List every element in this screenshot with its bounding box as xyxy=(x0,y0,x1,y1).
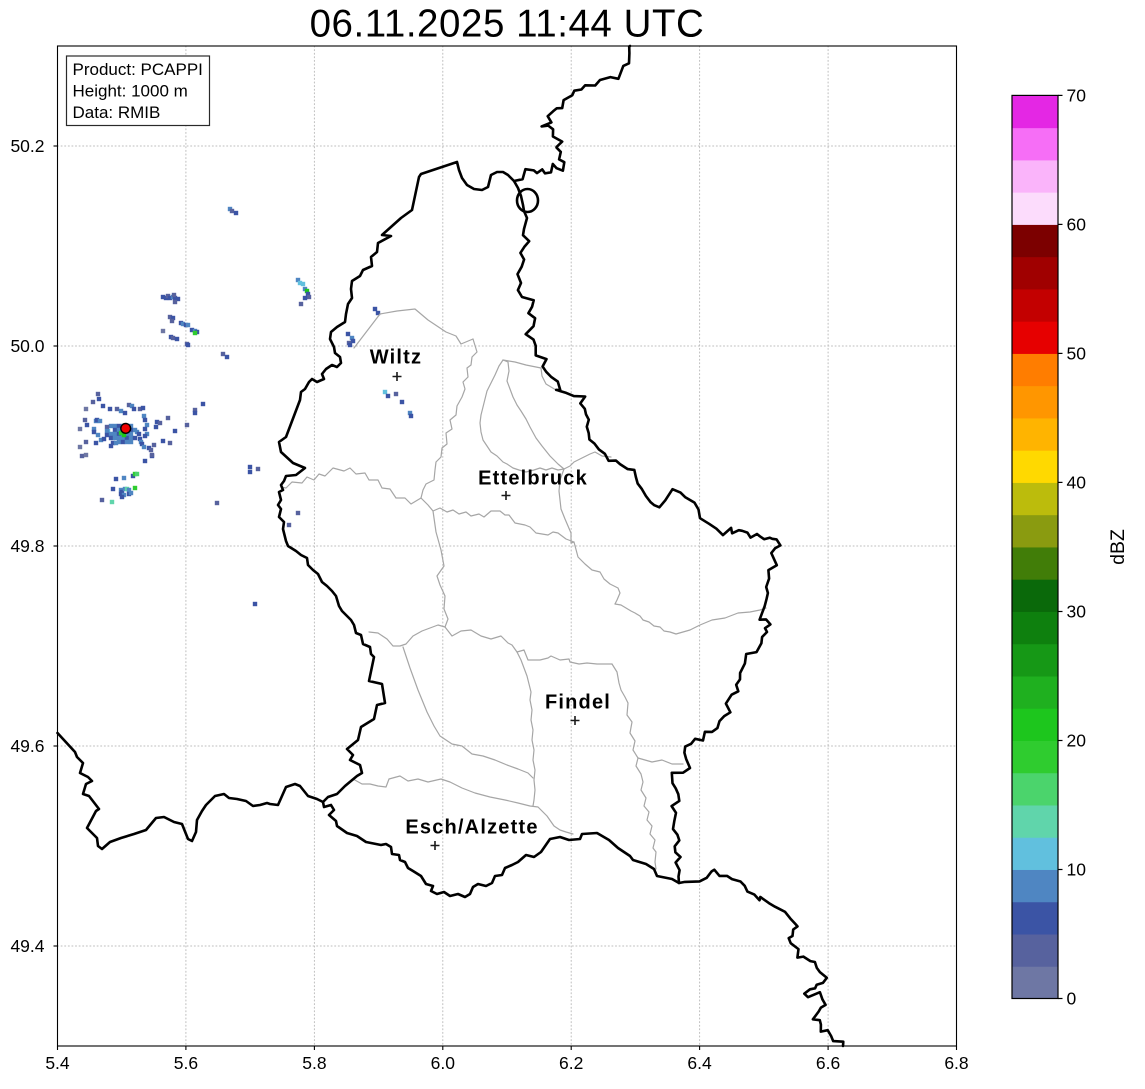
svg-text:30: 30 xyxy=(1067,602,1087,622)
svg-text:49.4: 49.4 xyxy=(10,936,44,956)
svg-text:40: 40 xyxy=(1067,473,1087,493)
svg-text:06.11.2025 11:44 UTC: 06.11.2025 11:44 UTC xyxy=(310,3,705,46)
svg-text:6.4: 6.4 xyxy=(687,1053,712,1073)
svg-text:Data: RMIB: Data: RMIB xyxy=(73,103,161,122)
svg-text:49.8: 49.8 xyxy=(10,536,44,556)
svg-text:Product: PCAPPI: Product: PCAPPI xyxy=(73,60,203,79)
svg-text:dBZ: dBZ xyxy=(1107,529,1129,565)
svg-text:Height: 1000 m: Height: 1000 m xyxy=(73,81,188,100)
svg-text:5.8: 5.8 xyxy=(302,1053,326,1073)
svg-text:6.0: 6.0 xyxy=(431,1053,456,1073)
svg-text:Wiltz: Wiltz xyxy=(370,347,422,369)
svg-text:20: 20 xyxy=(1067,731,1087,751)
svg-text:6.8: 6.8 xyxy=(944,1053,968,1073)
svg-text:70: 70 xyxy=(1067,86,1087,106)
svg-text:50: 50 xyxy=(1067,344,1087,364)
svg-text:6.2: 6.2 xyxy=(559,1053,583,1073)
svg-text:50.2: 50.2 xyxy=(10,136,44,156)
svg-text:60: 60 xyxy=(1067,215,1087,235)
svg-text:50.0: 50.0 xyxy=(10,336,44,356)
svg-text:Findel: Findel xyxy=(545,692,611,714)
svg-text:Esch/Alzette: Esch/Alzette xyxy=(405,817,538,839)
svg-text:49.6: 49.6 xyxy=(10,736,44,756)
svg-text:5.4: 5.4 xyxy=(45,1053,70,1073)
svg-text:0: 0 xyxy=(1067,989,1077,1009)
svg-text:5.6: 5.6 xyxy=(174,1053,198,1073)
svg-text:10: 10 xyxy=(1067,860,1087,880)
svg-text:Ettelbruck: Ettelbruck xyxy=(478,468,588,490)
svg-text:6.6: 6.6 xyxy=(816,1053,840,1073)
